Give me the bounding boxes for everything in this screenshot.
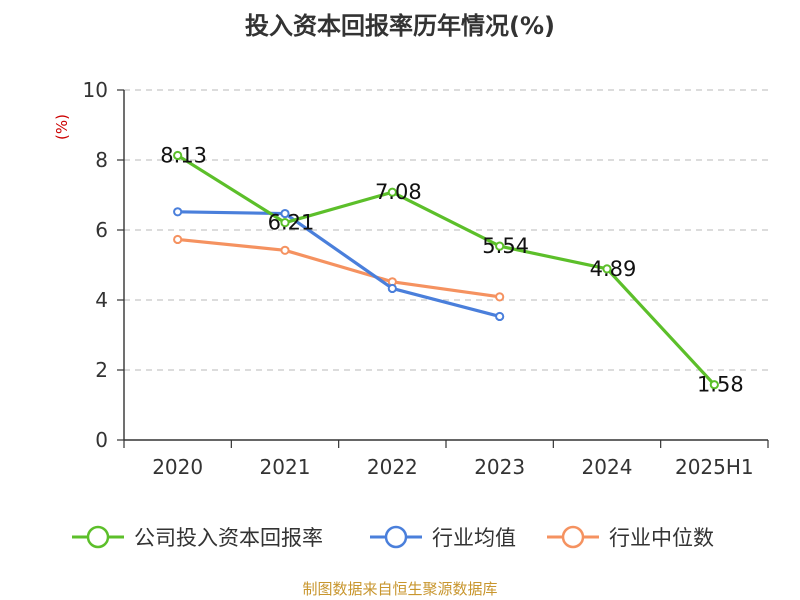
data-label: 1.58 <box>697 373 744 397</box>
data-point <box>173 150 183 161</box>
y-tick-label: 2 <box>95 358 108 382</box>
y-tick-label: 8 <box>95 148 108 172</box>
legend-label-2: 行业中位数 <box>609 526 714 550</box>
data-label: 5.54 <box>482 234 529 258</box>
x-tick-label: 2020 <box>152 455 203 479</box>
y-tick-label: 4 <box>95 288 108 312</box>
legend-label-0: 公司投入资本回报率 <box>134 526 323 550</box>
data-point <box>495 311 505 322</box>
source-note: 制图数据来自恒生聚源数据库 <box>302 580 498 598</box>
data-label: 7.08 <box>375 180 422 204</box>
legend-label-1: 行业均值 <box>432 526 516 550</box>
data-point <box>387 283 397 294</box>
x-tick-label: 2025H1 <box>675 455 754 479</box>
y-tick-label: 0 <box>95 428 108 452</box>
x-tick-label: 2022 <box>367 455 418 479</box>
data-point <box>709 380 719 390</box>
x-tick-label: 2023 <box>474 455 525 479</box>
y-axis-unit: (%) <box>53 114 71 140</box>
legend-marker-0 <box>86 525 110 549</box>
data-point <box>173 207 183 217</box>
data-point <box>173 234 183 245</box>
data-label: 4.89 <box>590 257 637 281</box>
data-point <box>495 292 505 302</box>
x-tick-label: 2021 <box>260 455 311 479</box>
data-label: 6.21 <box>268 211 315 235</box>
data-point <box>495 241 505 251</box>
data-label: 8.13 <box>160 143 207 167</box>
y-tick-label: 6 <box>95 218 108 242</box>
data-point <box>280 245 290 255</box>
chart-title: 投入资本回报率历年情况(%) <box>245 12 555 40</box>
y-tick-label: 10 <box>83 78 108 102</box>
data-point <box>387 187 397 197</box>
series-line-2 <box>177 237 500 299</box>
series-line-1 <box>177 210 501 318</box>
data-point <box>602 264 612 274</box>
x-tick-label: 2024 <box>582 455 633 479</box>
series-line-0 <box>176 154 716 386</box>
data-point <box>280 208 290 219</box>
legend-marker-2 <box>561 525 585 549</box>
data-point <box>280 218 290 228</box>
legend-marker-1 <box>384 525 408 549</box>
